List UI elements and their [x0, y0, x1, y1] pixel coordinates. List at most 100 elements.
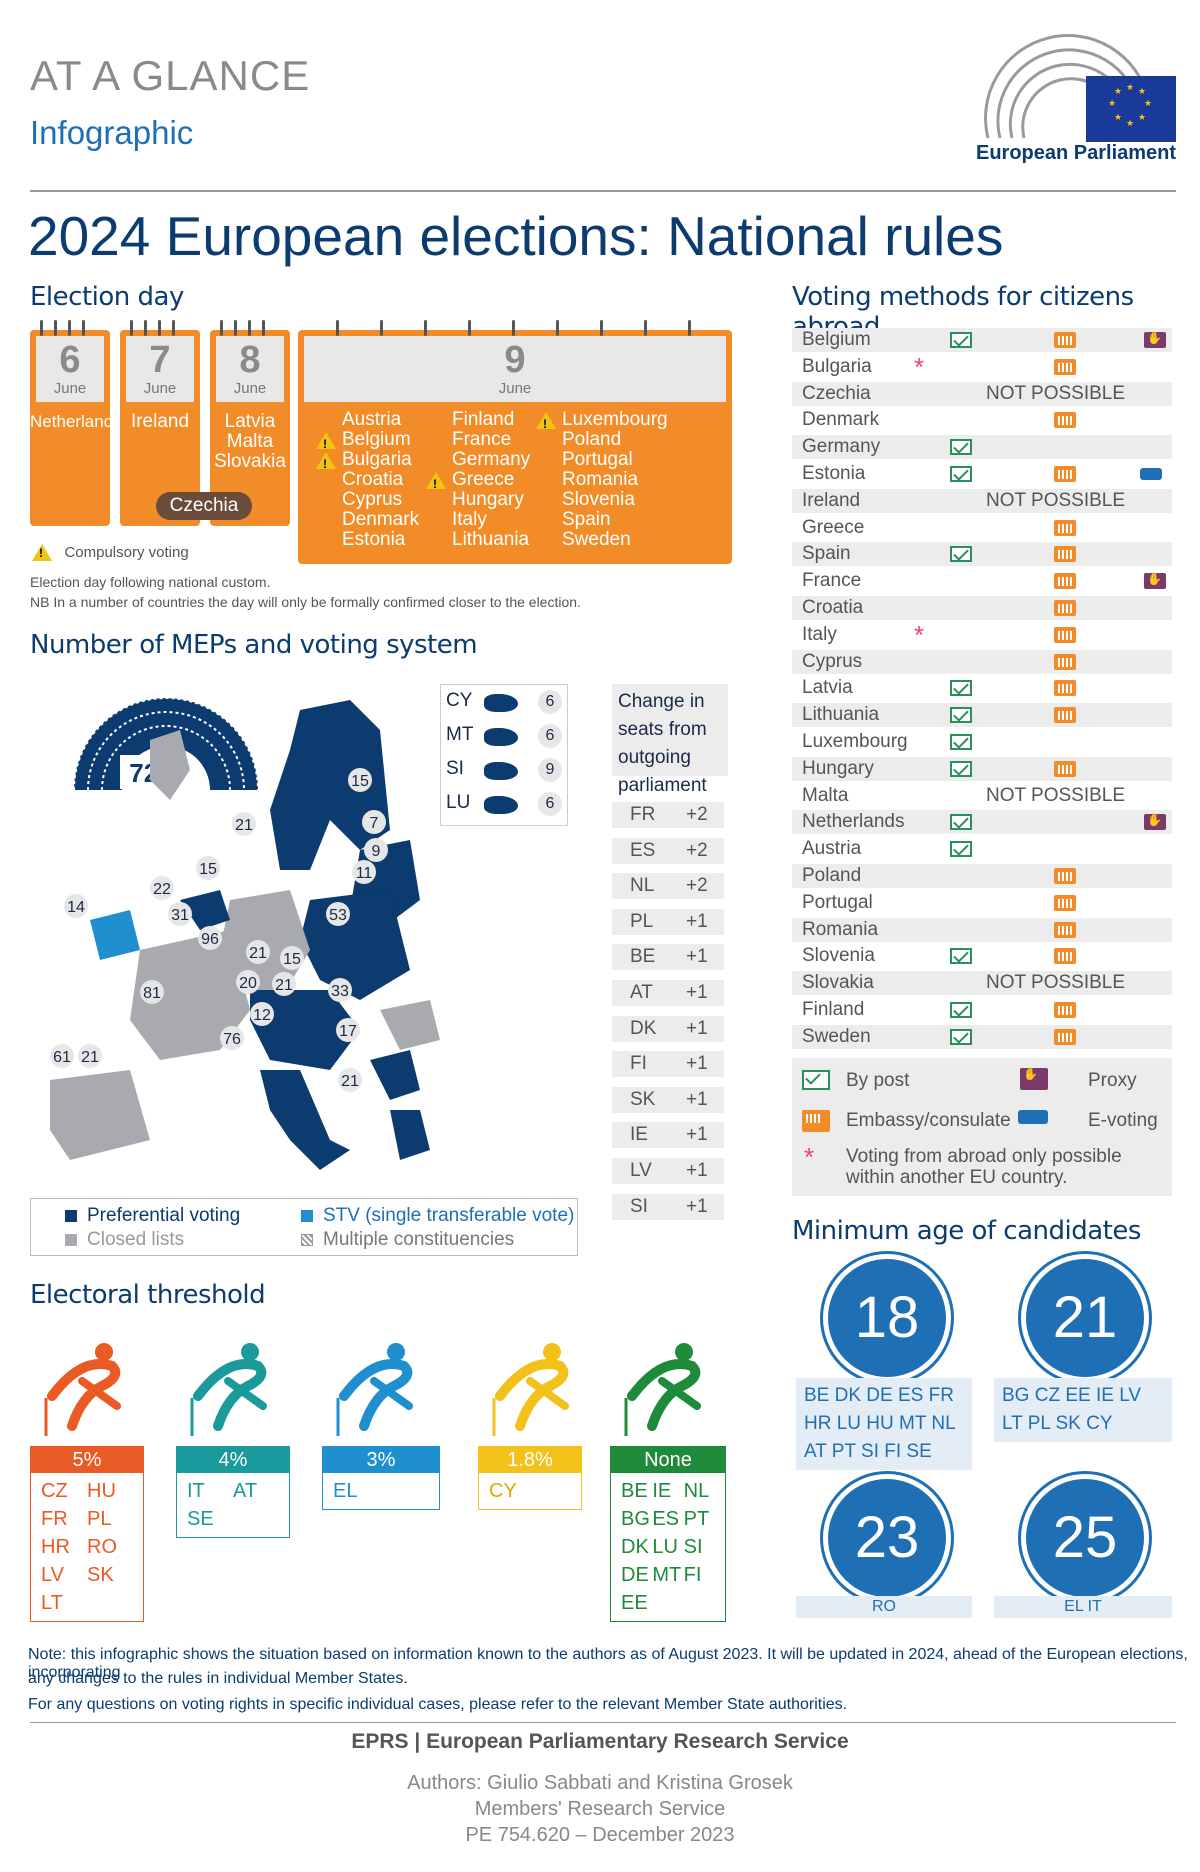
seat-badge — [250, 1002, 274, 1026]
not-possible: NOT POSSIBLE — [986, 972, 1126, 994]
country: Croatia — [342, 470, 419, 490]
country-name: Luxembourg — [802, 731, 908, 752]
embassy-icon — [1054, 1002, 1076, 1018]
embassy-icon — [1054, 707, 1076, 724]
country-code: AT — [233, 1480, 258, 1502]
svg-text:★: ★ — [1114, 112, 1122, 122]
age-23-countries: RO — [796, 1596, 972, 1618]
footer-divider — [30, 1722, 1176, 1723]
country: Denmark — [342, 510, 419, 530]
country-name: France — [802, 570, 862, 592]
abroad-row: Greece — [792, 516, 1172, 540]
country-name: Finland — [452, 409, 515, 430]
change-code: AT — [630, 982, 653, 1003]
country-name: Portugal — [802, 891, 873, 913]
day-number: 8 — [239, 339, 261, 381]
state-shape — [484, 762, 518, 780]
seat-badge — [140, 980, 164, 1004]
abroad-row: France — [792, 569, 1172, 593]
post-icon — [950, 841, 972, 858]
seat-badge — [364, 838, 388, 862]
country: Spain — [562, 510, 668, 530]
country-name: Cyprus — [342, 489, 403, 510]
proxy-icon — [1144, 572, 1166, 590]
not-possible: NOT POSSIBLE — [986, 784, 1126, 806]
change-row: FI +1 — [612, 1051, 724, 1078]
country-code: SK — [87, 1564, 114, 1586]
post-icon — [950, 707, 972, 724]
seat-badge — [236, 970, 260, 994]
closed-swatch — [65, 1233, 77, 1246]
embassy-icon — [1054, 573, 1076, 590]
seat-count: 15 — [351, 773, 369, 790]
compulsory-legend: Compulsory voting — [32, 544, 189, 562]
country: Portugal — [562, 450, 668, 470]
footer-note-2: any changes to the rules in individual M… — [28, 1670, 408, 1687]
threshold-box: None BE IE NL BG ES PT DK LU SI DE MT FI EE — [610, 1446, 726, 1622]
country-name: Luxembourg — [562, 409, 668, 430]
seat-count: 96 — [201, 931, 219, 948]
change-delta: +1 — [686, 1017, 708, 1039]
seat-count: 81 — [143, 985, 161, 1002]
country-name: Austria — [802, 838, 862, 860]
age-circle-23: 23 — [823, 1474, 951, 1602]
footer-note-1: Note: this infographic shows the situati… — [28, 1646, 1188, 1681]
country-code: PT — [683, 1508, 710, 1530]
country: Luxembourg — [536, 409, 668, 434]
page-title: 2024 European elections: National rules — [28, 205, 1004, 267]
abroad-row: Italy * — [792, 620, 1172, 650]
country-name: Croatia — [802, 597, 864, 618]
legend-preferential: Preferential voting — [87, 1205, 241, 1226]
country-name: Ireland — [802, 489, 861, 511]
seat-count: 21 — [341, 1073, 359, 1090]
country-name: Romania — [802, 918, 879, 940]
compulsory-label: Compulsory voting — [64, 544, 189, 561]
election-day-note: Election day following national custom. — [30, 574, 271, 590]
threshold-countries: EL — [323, 1473, 439, 1509]
change-row: LV +1 — [612, 1158, 724, 1184]
country: Bulgaria — [316, 449, 419, 474]
country-code: BG — [621, 1508, 650, 1530]
age-18-countries: BE DK DE ES FR HR LU HU MT NL AT PT SI F… — [796, 1378, 972, 1470]
country-name: Bulgaria — [342, 449, 412, 470]
seat-badge — [336, 1018, 360, 1042]
not-possible: NOT POSSIBLE — [986, 489, 1126, 511]
country-code: NL — [683, 1480, 710, 1502]
meps-title: Number of MEPs and voting system — [30, 630, 478, 660]
abroad-legend: By post Proxy Embassy/consulate E-voting… — [792, 1058, 1172, 1196]
threshold-countries: CY — [479, 1473, 581, 1509]
country-name: Bulgaria — [802, 355, 872, 377]
threshold-box: 4% IT AT SE — [176, 1446, 290, 1538]
country-name: Belgium — [802, 329, 871, 350]
proxy-icon — [1144, 331, 1166, 348]
threshold-label: None — [611, 1447, 725, 1473]
seat-count: 17 — [339, 1023, 357, 1040]
seat-badge — [352, 860, 376, 884]
change-row: DK +1 — [612, 1015, 724, 1042]
country-code: BE — [621, 1480, 648, 1502]
country-name: Austria — [342, 409, 402, 430]
country-code: DK — [621, 1536, 649, 1558]
svg-text:★: ★ — [1138, 112, 1146, 122]
abroad-row: Austria — [792, 837, 1172, 861]
country-code: EL — [333, 1480, 358, 1502]
legend-proxy: Proxy — [1088, 1070, 1137, 1091]
asterisk-icon: * — [804, 1142, 815, 1172]
country: Lithuania — [452, 530, 530, 550]
post-icon — [950, 1002, 972, 1018]
seat-badge — [338, 1068, 362, 1092]
country-code: DE — [621, 1564, 649, 1586]
state-code: CY — [446, 690, 473, 711]
country-name: Hungary — [452, 489, 524, 510]
country: Cyprus — [342, 490, 419, 510]
change-row: BE +1 — [612, 944, 724, 971]
seat-count: 15 — [199, 861, 217, 878]
multiple-swatch — [301, 1233, 313, 1246]
abroad-row: Finland — [792, 998, 1172, 1022]
footer-org: EPRS | European Parliamentary Research S… — [351, 1730, 849, 1753]
athlete-icon — [334, 1336, 424, 1436]
age-circle-25: 25 — [1021, 1474, 1149, 1602]
country-code: HU — [87, 1480, 116, 1502]
embassy-icon — [1054, 600, 1076, 616]
country-name: Malta — [802, 784, 849, 806]
